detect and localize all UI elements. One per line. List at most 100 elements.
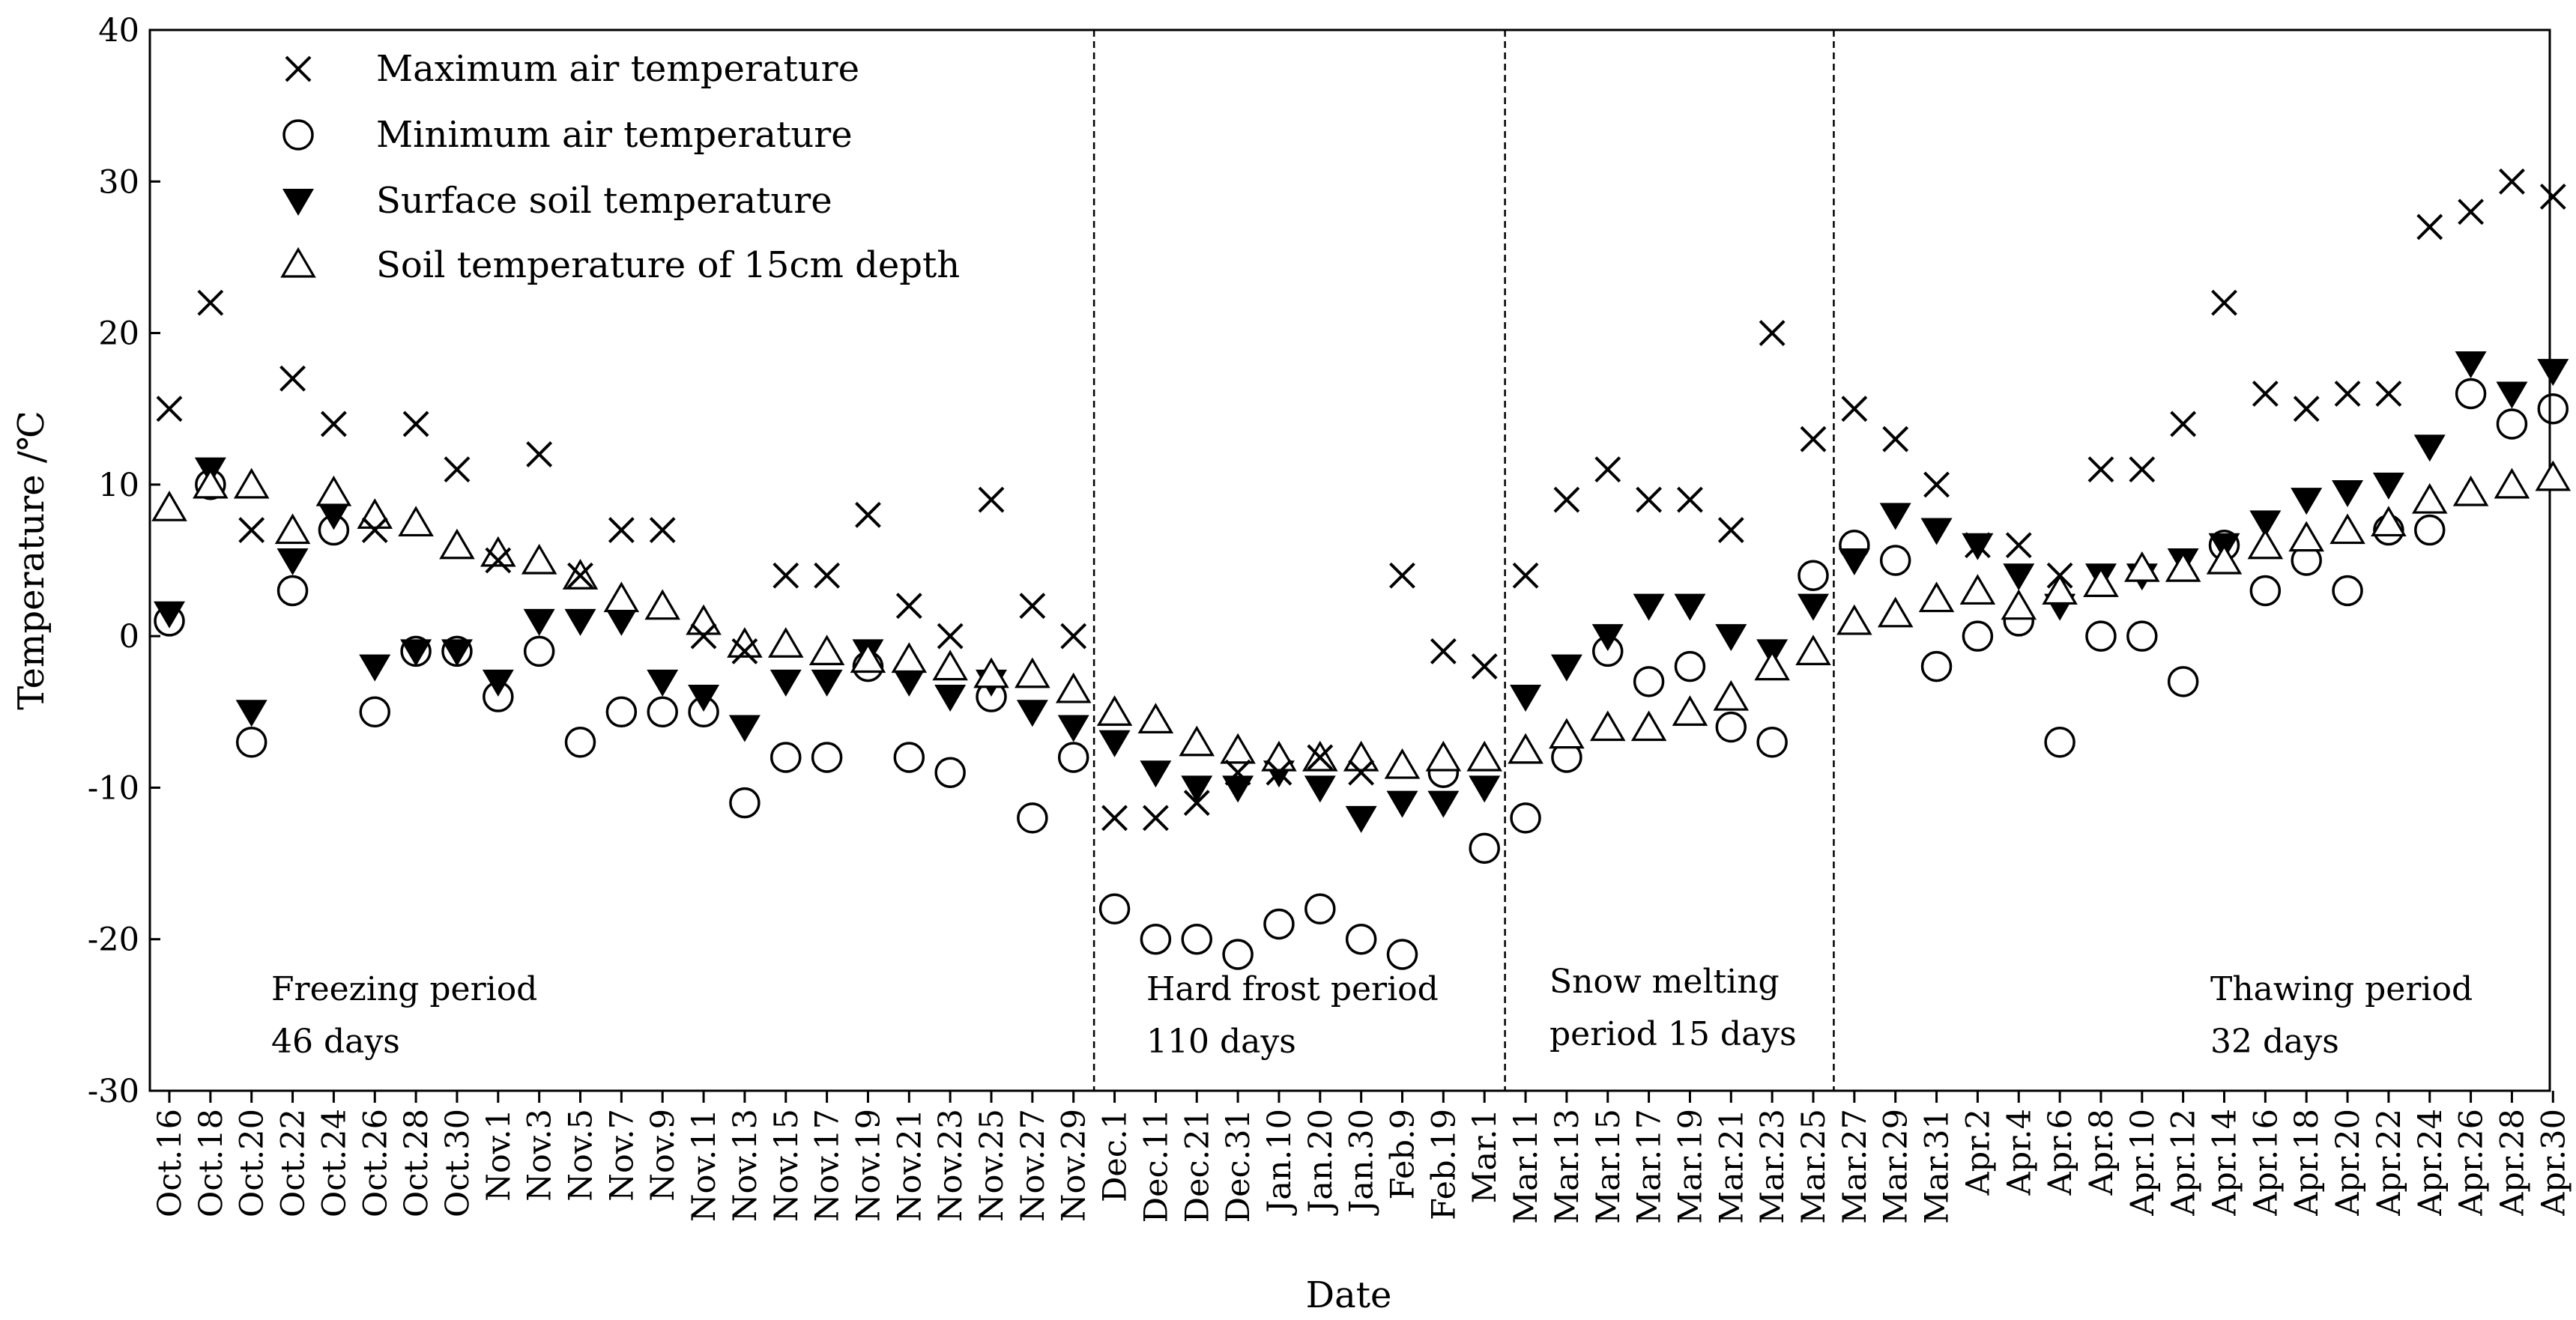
data-point-triangle-up-open [1179, 727, 1214, 757]
data-point-triangle-up-open [1714, 681, 1748, 711]
data-point-circle [359, 696, 390, 728]
data-point-triangle-down-filled [2413, 435, 2446, 462]
data-point-triangle-down-filled [1633, 593, 1665, 621]
x-tick-label: Mar.17 [1631, 1109, 1669, 1224]
data-point-triangle-down-filled [1098, 730, 1131, 757]
data-point-triangle-up-open [2454, 476, 2488, 506]
legend-label-soil-15cm: Soil temperature of 15cm depth [376, 244, 960, 286]
data-point-triangle-down-filled [2372, 472, 2404, 500]
data-point-circle [770, 742, 802, 773]
data-point-triangle-down-filled [2332, 479, 2364, 507]
data-point-triangle-up-open [645, 590, 680, 620]
y-tick-label: 40 [98, 12, 139, 49]
data-point-circle [647, 696, 678, 728]
x-tick-label: Dec.1 [1097, 1109, 1134, 1202]
x-tick-label: Nov.9 [644, 1109, 682, 1202]
data-point-circle [2249, 575, 2282, 607]
data-point-circle [1962, 620, 1994, 652]
data-point-circle [1263, 908, 1295, 940]
data-point-triangle-down-filled [934, 685, 967, 712]
x-tick-label: Apr.4 [2001, 1109, 2038, 1196]
data-point-triangle-up-open [604, 582, 638, 613]
data-point-triangle-up-open [2166, 552, 2201, 582]
data-point-triangle-up-open [2494, 469, 2530, 499]
legend-item-surface-soil: Surface soil temperature [282, 180, 832, 222]
data-point-triangle-up-open [1015, 659, 1050, 688]
period-thawing-duration: 32 days [2210, 1023, 2339, 1061]
data-point-triangle-down-filled [482, 669, 514, 697]
data-point-triangle-down-filled [2003, 563, 2035, 591]
data-point-x [649, 516, 677, 544]
data-point-triangle-up-open [1426, 742, 1460, 772]
data-point-x [2457, 198, 2485, 225]
data-point-x [1101, 804, 1128, 832]
data-point-x [2087, 455, 2114, 483]
x-tick-label: Apr.14 [2207, 1109, 2244, 1217]
y-tick-label: -20 [88, 921, 139, 959]
x-tick-label: Nov.25 [973, 1109, 1011, 1222]
data-point-triangle-up-open [440, 530, 474, 560]
data-point-circle [2496, 408, 2528, 440]
data-point-x [402, 410, 430, 438]
data-point-x [772, 562, 799, 590]
data-point-circle [564, 726, 596, 758]
data-point-triangle-down-filled [688, 685, 720, 712]
data-point-circle [1674, 650, 1706, 682]
data-point-triangle-down-filled [1591, 624, 1624, 652]
x-tick-label: Apr.12 [2165, 1109, 2203, 1217]
data-point-circle [1017, 802, 1048, 834]
data-point-triangle-down-filled [2496, 381, 2528, 409]
data-point-x [2416, 213, 2443, 240]
data-point-triangle-down-filled [1838, 548, 1870, 575]
x-tick-label: Nov.23 [932, 1109, 970, 1222]
data-point-triangle-down-filled [2537, 359, 2569, 387]
data-point-triangle-up-open [275, 514, 310, 545]
x-tick-label: Mar.31 [1919, 1109, 1956, 1224]
y-axis: -30 -20 -10 0 10 20 30 40 [88, 12, 160, 1110]
x-tick-label: Oct.20 [234, 1109, 271, 1217]
data-point-triangle-up-open [1919, 582, 1954, 613]
data-point-triangle-up-open [357, 499, 392, 529]
period-snow-melting-name: Snow melting [1549, 963, 1780, 1001]
legend-item-min-air: Minimum air temperature [282, 114, 853, 156]
x-tick-label: Nov.13 [727, 1109, 764, 1222]
x-tick-label: Oct.18 [193, 1109, 230, 1217]
data-point-triangle-down-filled [1345, 805, 1377, 833]
x-tick-label: Oct.30 [439, 1109, 477, 1217]
data-point-triangle-down-filled [359, 654, 391, 682]
data-point-triangle-up-open [1097, 696, 1132, 726]
period-hard-frost-duration: 110 days [1146, 1023, 1296, 1061]
data-point-circle [1304, 893, 1336, 925]
x-tick-label: Feb.19 [1425, 1109, 1463, 1220]
data-point-triangle-down-filled [605, 608, 638, 636]
data-point-x [2293, 395, 2320, 423]
data-point-x [1142, 804, 1170, 832]
data-point-x [1923, 470, 1950, 498]
legend-x-icon [285, 55, 312, 82]
period-snow-melting: Snow melting period 15 days [1549, 963, 1797, 1053]
x-tick-label: Apr.8 [2083, 1109, 2120, 1196]
data-point-x [1471, 653, 1499, 680]
data-point-triangle-down-filled [1222, 775, 1254, 803]
data-point-triangle-down-filled [523, 608, 555, 636]
x-tick-label: Feb.9 [1385, 1109, 1422, 1199]
x-tick-label: Mar.15 [1590, 1109, 1627, 1224]
data-point-triangle-up-open [399, 506, 433, 537]
legend: Maximum air temperature Minimum air temp… [281, 48, 960, 286]
data-point-triangle-down-filled [1386, 790, 1418, 818]
data-point-triangle-down-filled [1140, 760, 1172, 788]
data-point-x [156, 395, 183, 423]
data-point-x [1717, 516, 1745, 544]
data-point-circle [1386, 939, 1418, 970]
data-point-x [1676, 486, 1704, 514]
data-point-x [937, 623, 964, 650]
x-tick-label: Apr.28 [2494, 1109, 2531, 1217]
data-point-triangle-up-open [1262, 742, 1296, 772]
data-point-triangle-down-filled [1427, 790, 1460, 818]
x-tick-label: Oct.28 [398, 1109, 435, 1217]
data-point-x [854, 501, 882, 529]
data-point-x [320, 410, 348, 438]
period-thawing: Thawing period 32 days [2210, 970, 2473, 1061]
period-freezing: Freezing period 46 days [271, 970, 537, 1061]
